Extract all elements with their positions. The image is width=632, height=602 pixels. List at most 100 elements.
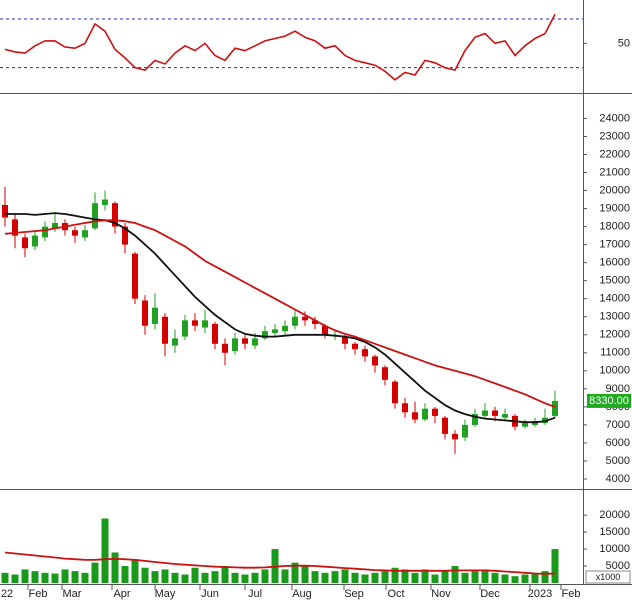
- y-tick-label: 16000: [599, 257, 630, 269]
- rsi-line: [4, 13, 556, 81]
- volume-bar: [211, 571, 219, 583]
- candle-body: [52, 222, 58, 229]
- volume-bar: [411, 572, 419, 583]
- candle-body: [232, 338, 238, 351]
- volume-bar: [241, 574, 249, 583]
- candle-body: [222, 343, 228, 353]
- x-tick-label: Aug: [292, 588, 312, 600]
- candle-body: [482, 410, 488, 416]
- x-tick-label: Apr: [113, 588, 130, 600]
- volume-bar: [421, 569, 429, 583]
- y-tick-label: 24000: [599, 112, 630, 124]
- volume-bar: [551, 549, 559, 583]
- y-tick-label: 20000: [599, 509, 630, 521]
- volume-bar: [531, 572, 539, 583]
- candle-body: [412, 412, 418, 420]
- candle-body: [22, 237, 28, 249]
- volume-bar: [401, 569, 409, 583]
- candle-body: [392, 381, 398, 404]
- x-tick-label: Oct: [387, 588, 404, 600]
- volume-bar: [511, 576, 519, 583]
- volume-bar: [381, 571, 389, 583]
- y-tick-label: 9000: [606, 383, 630, 395]
- x-tick-label: 22: [1, 588, 13, 600]
- candle-body: [172, 338, 178, 346]
- candle-body: [432, 408, 438, 416]
- candle-body: [312, 320, 318, 324]
- y-tick-label: 15000: [599, 275, 630, 287]
- volume-bar: [471, 571, 479, 583]
- candle-body: [12, 219, 18, 236]
- x-tick-label: Mar: [63, 588, 82, 600]
- volume-bar: [481, 569, 489, 583]
- volume-bar: [311, 571, 319, 583]
- y-tick-label: 11000: [600, 347, 630, 359]
- volume-bar: [151, 571, 159, 583]
- candle-body: [202, 320, 208, 328]
- candle-body: [192, 320, 198, 326]
- candle-body: [382, 367, 388, 380]
- volume-bar: [111, 552, 119, 583]
- volume-bar: [361, 574, 369, 583]
- candle-body: [422, 408, 428, 420]
- candle-body: [272, 329, 278, 333]
- x-tick-label: Feb: [29, 588, 48, 600]
- x-tick-label: 2023: [528, 588, 552, 600]
- y-tick-label: 6000: [606, 437, 630, 449]
- volume-bar: [221, 566, 229, 583]
- volume-bar: [41, 572, 49, 583]
- volume-bar: [61, 569, 69, 583]
- volume-bar: [1, 572, 9, 583]
- volume-bar: [251, 572, 259, 583]
- volume-bar: [441, 571, 449, 583]
- volume-bar: [101, 518, 109, 583]
- candle-body: [442, 417, 448, 434]
- volume-bar: [351, 572, 359, 583]
- x-tick-label: Nov: [431, 588, 451, 600]
- candle-body: [402, 403, 408, 413]
- x-tick-label: Jul: [248, 588, 262, 600]
- candle-body: [452, 433, 458, 440]
- x-tick-label: Dec: [480, 588, 500, 600]
- candle-body: [302, 316, 308, 321]
- y-tick-label: 10000: [599, 543, 630, 555]
- volume-bar: [161, 569, 169, 583]
- candle-body: [32, 235, 38, 247]
- volume-bar: [191, 567, 199, 583]
- moving-average: [5, 212, 556, 424]
- last-price-label: 8330.00: [589, 395, 629, 407]
- y-tick-label: 50: [618, 37, 630, 49]
- y-tick-label: 19000: [599, 202, 630, 214]
- candle-body: [292, 316, 298, 326]
- x-tick-label: Sep: [344, 588, 364, 600]
- volume-bar: [121, 566, 129, 583]
- y-tick-label: 22000: [599, 148, 630, 160]
- candle-body: [212, 323, 218, 344]
- candle-body: [42, 226, 48, 238]
- volume-bar: [371, 572, 379, 583]
- unit-box: [585, 570, 631, 584]
- candle-body: [112, 203, 118, 227]
- volume-bar: [231, 572, 239, 583]
- candle-body: [142, 300, 148, 326]
- candle-body: [252, 338, 258, 346]
- candle-body: [92, 203, 98, 229]
- volume-bar: [91, 562, 99, 583]
- volume-bar: [141, 567, 149, 583]
- volume-bar: [71, 571, 79, 583]
- candle-body: [322, 325, 328, 335]
- volume-bar: [431, 574, 439, 583]
- candle-body: [72, 230, 78, 236]
- volume-bar: [341, 569, 349, 583]
- candle-body: [492, 410, 498, 416]
- y-tick-label: 12000: [599, 329, 630, 341]
- candle-body: [352, 343, 358, 350]
- last-price-box: [587, 393, 631, 408]
- volume-bar: [461, 572, 469, 583]
- y-tick-label: 23000: [599, 130, 630, 142]
- candle-body: [522, 423, 528, 427]
- volume-bar: [501, 574, 509, 583]
- candle-body: [182, 320, 188, 337]
- candle-body: [242, 338, 248, 344]
